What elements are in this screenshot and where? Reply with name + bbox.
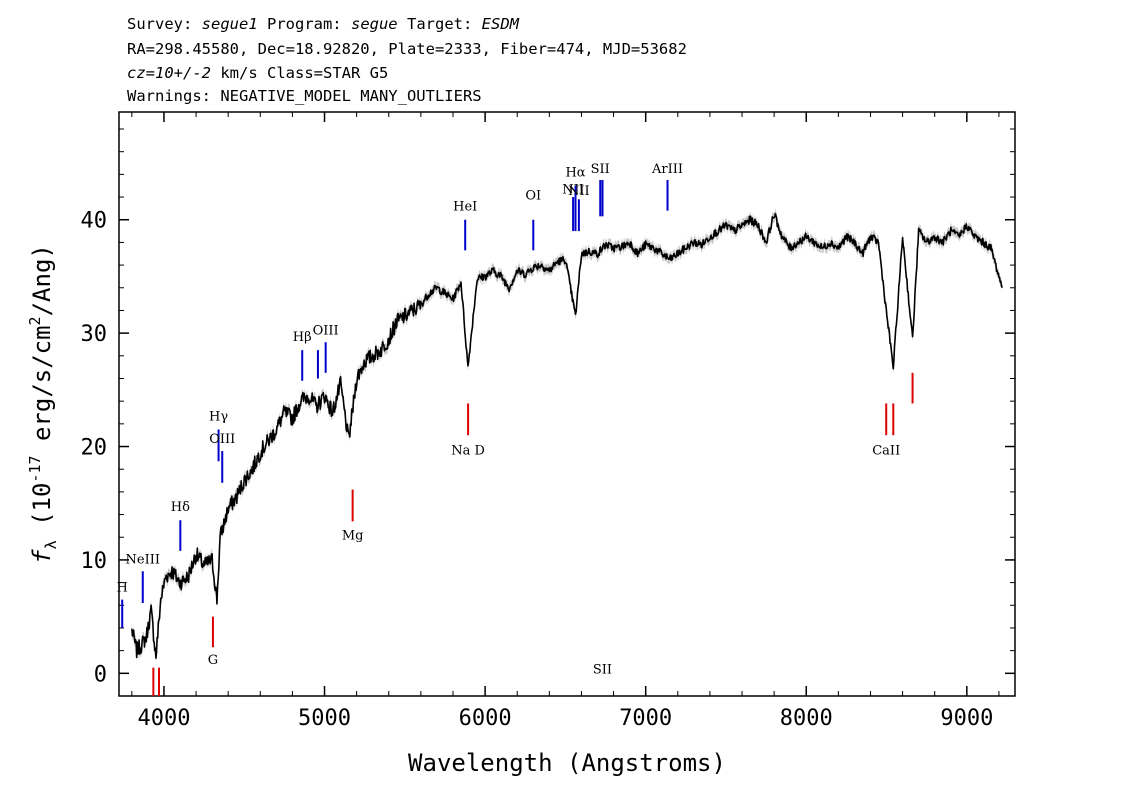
y-tick-label: 40 — [81, 209, 108, 234]
x-axis-title: Wavelength (Angstroms) — [408, 749, 726, 777]
x-tick-label: 7000 — [619, 706, 672, 731]
x-tick-label: 4000 — [137, 706, 190, 731]
y-axis-title-subscript: λ — [42, 540, 60, 549]
emission-line-label: NII — [562, 183, 584, 198]
emission-line-label: Hβ — [293, 330, 312, 345]
spectrum-series — [131, 208, 1003, 664]
y-tick-label: 0 — [94, 662, 107, 687]
emission-line-label: Hγ — [209, 409, 228, 424]
absorption-line-label: Mg — [342, 529, 364, 544]
header-line-survey: Survey: segue1 Program: segue Target: ES… — [127, 15, 520, 33]
emission-line-label: Hδ — [171, 500, 190, 515]
x-tick-label: 5000 — [298, 706, 351, 731]
y-tick-label: 20 — [81, 436, 108, 461]
header-text-span: Program: — [258, 15, 351, 33]
y-axis-title-symbol: f — [28, 549, 56, 564]
emission-line-label: HeI — [453, 200, 477, 215]
y-axis-title-exponent: 2 — [26, 316, 44, 325]
header-text-span: ESDM — [482, 15, 520, 33]
y-axis-title-part: erg/s/cm — [28, 325, 56, 455]
header-text-span: segue — [351, 15, 398, 33]
emission-line-label: H — [117, 581, 128, 596]
emission-line-label: OIII — [313, 323, 339, 338]
emission-line-label: SII — [593, 662, 612, 677]
emission-line-label: OI — [525, 188, 541, 203]
emission-line-label: SII — [591, 162, 610, 177]
header-line-redshift-class: cz=10+/-2 km/s Class=STAR G5 — [127, 64, 388, 82]
header-line-coordinates: RA=298.45580, Dec=18.92820, Plate=2333, … — [127, 40, 687, 58]
spectrum-error-band — [131, 208, 1002, 664]
emission-line-label: NII — [568, 184, 590, 199]
chart-header: Survey: segue1 Program: segue Target: ES… — [127, 15, 687, 105]
absorption-line-label: Na D — [451, 443, 485, 458]
x-tick-label: 6000 — [459, 706, 512, 731]
spectrum-line — [131, 212, 1003, 659]
header-text-span: segue1 — [202, 15, 258, 33]
emission-line-label: OIII — [209, 432, 235, 447]
y-axis-title: fλ (10-17 erg/s/cm2/Ang) — [26, 244, 60, 564]
x-tick-label: 9000 — [940, 706, 993, 731]
y-axis-title-part: (10 — [28, 483, 56, 541]
y-axis-title-exponent: -17 — [26, 455, 44, 482]
emission-line-label: ArIII — [651, 162, 683, 177]
header-text-span: Survey: — [127, 15, 202, 33]
emission-line-label: NeIII — [126, 552, 160, 567]
header-text-span: km/s Class=STAR G5 — [211, 64, 388, 82]
header-text-span: cz=10+/-2 — [127, 64, 211, 82]
plot-frame — [118, 111, 1016, 697]
y-axis-title-part: /Ang) — [28, 244, 56, 316]
emission-line-label: Hα — [565, 166, 585, 181]
header-text-span: Target: — [398, 15, 482, 33]
absorption-line-label: G — [208, 653, 218, 668]
absorption-line-label: CaII — [872, 443, 900, 458]
axis-ticks: 4000 5000 6000 7000 8000 9000 0 10 20 30 40 — [81, 112, 1015, 731]
y-tick-label: 10 — [81, 549, 108, 574]
y-tick-label: 30 — [81, 322, 108, 347]
x-tick-label: 8000 — [780, 706, 833, 731]
header-line-warnings: Warnings: NEGATIVE_MODEL MANY_OUTLIERS — [127, 87, 482, 105]
